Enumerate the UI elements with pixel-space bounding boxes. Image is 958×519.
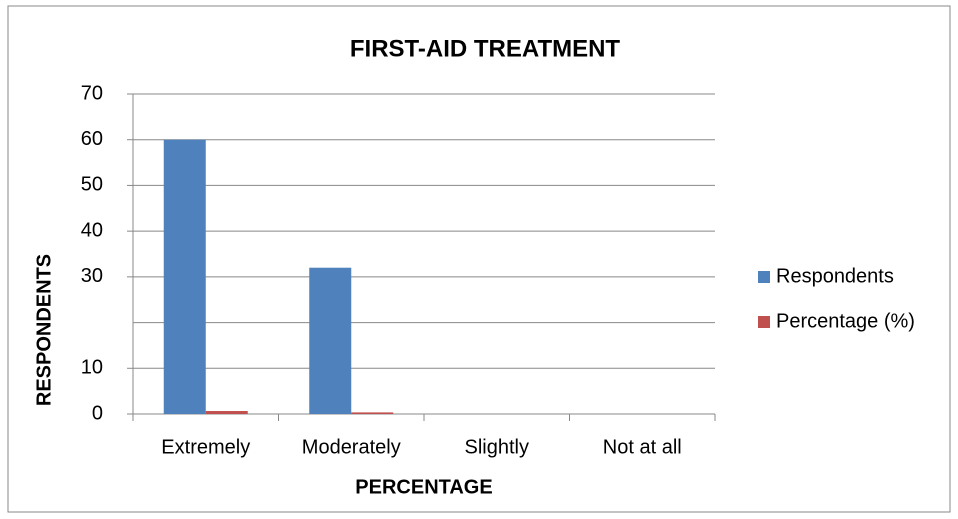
bar [351,412,394,414]
bar [205,411,248,414]
y-tick-label: 30 [81,265,103,287]
chart-title: FIRST-AID TREATMENT [350,35,621,62]
legend-label: Percentage (%) [776,310,915,332]
x-tick-label: Extremely [161,436,250,458]
y-tick-label: 10 [81,357,103,379]
x-tick-label: Slightly [465,436,529,458]
x-tick-label: Not at all [603,436,682,458]
y-tick-label: 70 [81,82,103,104]
bar [309,267,352,414]
y-tick-label: 0 [92,402,103,424]
y-tick-label: 40 [81,219,103,241]
legend-label: Respondents [776,265,894,287]
bar [163,139,206,414]
y-tick-label: 60 [81,128,103,150]
y-tick-label: 50 [81,174,103,196]
legend-swatch [758,271,770,283]
y-axis-label: RESPONDENTS [33,254,55,406]
x-axis-label: PERCENTAGE [355,476,492,498]
x-tick-label: Moderately [302,436,401,458]
legend-swatch [758,316,770,328]
